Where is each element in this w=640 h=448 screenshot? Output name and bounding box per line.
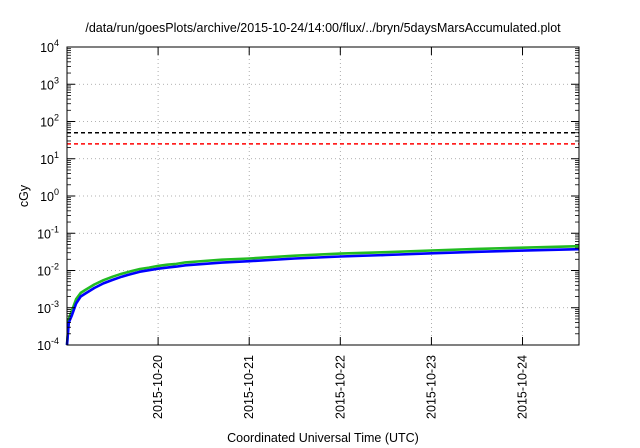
y-tick-base: 10 <box>37 302 51 316</box>
chart-title: /data/run/goesPlots/archive/2015-10-24/1… <box>85 21 561 35</box>
y-tick-exponent: 3 <box>54 75 59 85</box>
y-tick-exponent: -1 <box>51 224 59 234</box>
x-tick-label: 2015-10-21 <box>242 355 256 419</box>
grid <box>67 47 579 345</box>
y-tick-label: 104 <box>40 38 59 55</box>
y-tick-base: 10 <box>40 153 54 167</box>
y-tick-label: 100 <box>40 187 59 204</box>
y-tick-base: 10 <box>40 116 54 130</box>
y-tick-label: 10-3 <box>37 299 59 316</box>
y-tick-label: 10-1 <box>37 224 59 241</box>
y-tick-exponent: 0 <box>54 187 59 197</box>
x-tick-labels: 2015-10-20 2015-10-21 2015-10-22 2015-10-23… <box>151 355 529 419</box>
series-lines <box>65 244 580 346</box>
y-tick-exponent: -4 <box>51 336 59 346</box>
x-tick-label: 2015-10-23 <box>424 355 438 419</box>
x-tick-label: 2015-10-22 <box>333 355 347 419</box>
y-tick-exponent: 1 <box>54 150 59 160</box>
y-tick-label: 10-2 <box>37 262 59 279</box>
y-tick-base: 10 <box>37 265 51 279</box>
y-tick-label: 102 <box>40 113 59 130</box>
series-line <box>65 244 580 346</box>
y-tick-base: 10 <box>40 78 54 92</box>
y-tick-base: 10 <box>37 339 51 353</box>
y-tick-base: 10 <box>37 227 51 241</box>
y-tick-base: 10 <box>40 190 54 204</box>
y-tick-label: 101 <box>40 150 59 167</box>
y-tick-exponent: -2 <box>51 262 59 272</box>
x-tick-label: 2015-10-20 <box>151 355 165 419</box>
reference-lines <box>67 131 579 145</box>
y-tick-label: 103 <box>40 75 59 92</box>
y-tick-base: 10 <box>40 41 54 55</box>
x-axis-label: Coordinated Universal Time (UTC) <box>227 431 419 445</box>
x-tick-label: 2015-10-24 <box>516 355 530 419</box>
y-axis-label: cGy <box>17 184 31 207</box>
y-tick-exponent: -3 <box>51 299 59 309</box>
y-tick-label: 10-4 <box>37 336 59 353</box>
axis-ticks <box>67 46 579 346</box>
y-tick-exponent: 2 <box>54 113 59 123</box>
series-line <box>65 247 580 346</box>
y-tick-exponent: 4 <box>54 38 59 48</box>
